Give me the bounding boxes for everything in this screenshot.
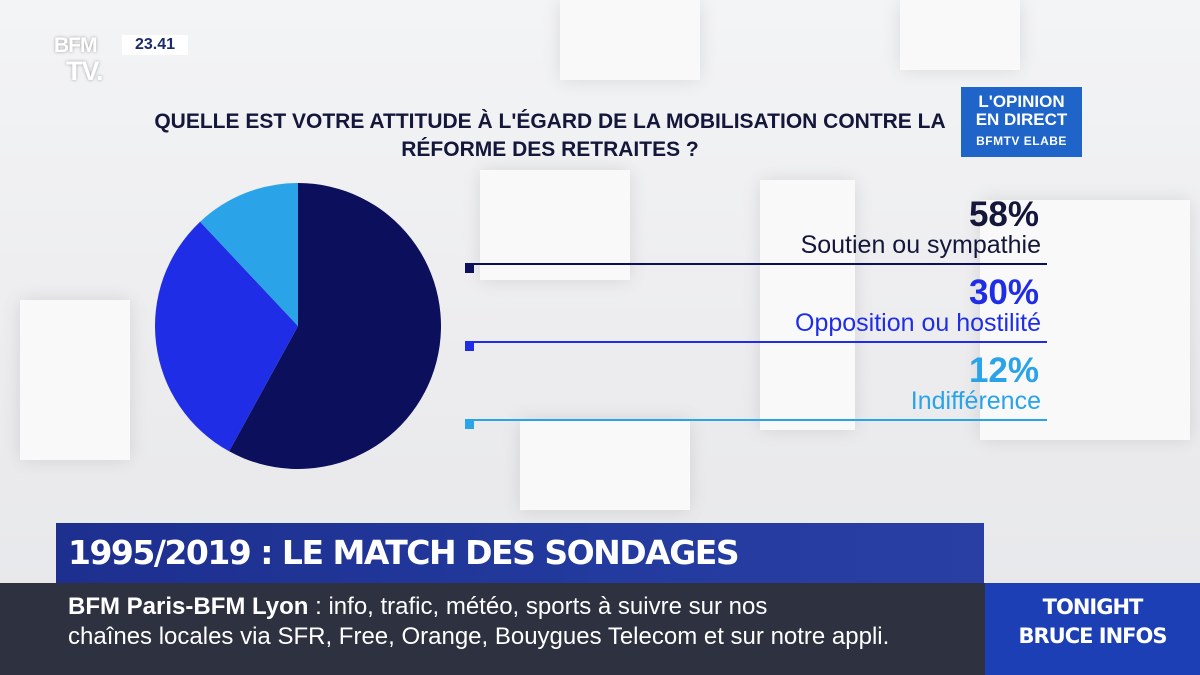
promo-line-2: BRUCE INFOS [1018, 624, 1167, 648]
program-promo: TONIGHT BRUCE INFOS [985, 583, 1200, 675]
legend-entry-2: 30% Opposition ou hostilité [465, 273, 1047, 351]
ticker-separator: : [308, 593, 329, 620]
headline-text: 1995/2019 : LE MATCH DES SONDAGES [68, 533, 740, 572]
background-shape [520, 420, 690, 510]
legend-label-2: Opposition ou hostilité [795, 309, 1041, 337]
ticker-line-1: BFM Paris-BFM Lyon : info, trafic, météo… [68, 593, 767, 621]
background-shape [480, 170, 630, 280]
chart-title: QUELLE EST VOTRE ATTITUDE À L'ÉGARD DE L… [154, 110, 946, 161]
background-shape [980, 200, 1190, 440]
clock: 23.41 [122, 35, 188, 55]
background-shape [760, 180, 855, 430]
legend-entry-3: 12% Indifférence [465, 351, 1047, 429]
legend-rule-3 [465, 419, 1047, 421]
background-shape [900, 0, 1020, 70]
badge-line-2: EN DIRECT [975, 110, 1068, 129]
pie-slice-1 [229, 183, 442, 469]
pie-slice-2 [155, 221, 298, 452]
ticker-line-2: chaînes locales via SFR, Free, Orange, B… [68, 623, 890, 650]
ticker-source: BFM Paris-BFM Lyon [68, 593, 309, 620]
legend-rule-1 [465, 263, 1047, 265]
ticker-text-1: info, trafic, météo, sports à suivre sur… [328, 593, 768, 620]
bfmtv-logo: BFM TV. [54, 34, 104, 86]
legend-label-3: Indifférence [910, 387, 1041, 415]
pie-chart [155, 183, 442, 469]
legend-entry-1: 58% Soutien ou sympathie [465, 195, 1047, 273]
background-shape [20, 300, 130, 460]
news-ticker: BFM Paris-BFM Lyon : info, trafic, météo… [0, 583, 985, 675]
opinion-badge: L'OPINION EN DIRECT BFMTV ELABE [961, 87, 1082, 157]
background-shape [560, 0, 700, 80]
legend-label-1: Soutien ou sympathie [800, 231, 1041, 259]
badge-line-3: BFMTV ELABE [976, 134, 1067, 148]
legend-marker-2 [465, 342, 474, 351]
legend-marker-3 [465, 420, 474, 429]
legend-rule-2 [465, 341, 1047, 343]
legend-marker-1 [465, 264, 474, 273]
headline-banner: 1995/2019 : LE MATCH DES SONDAGES [56, 523, 984, 583]
legend-value-1: 58% [968, 195, 1039, 234]
pie-slice-3 [200, 183, 298, 326]
badge-line-1: L'OPINION [978, 92, 1065, 111]
legend-value-3: 12% [968, 351, 1039, 390]
promo-line-1: TONIGHT [1042, 595, 1144, 619]
legend-value-2: 30% [968, 273, 1039, 312]
